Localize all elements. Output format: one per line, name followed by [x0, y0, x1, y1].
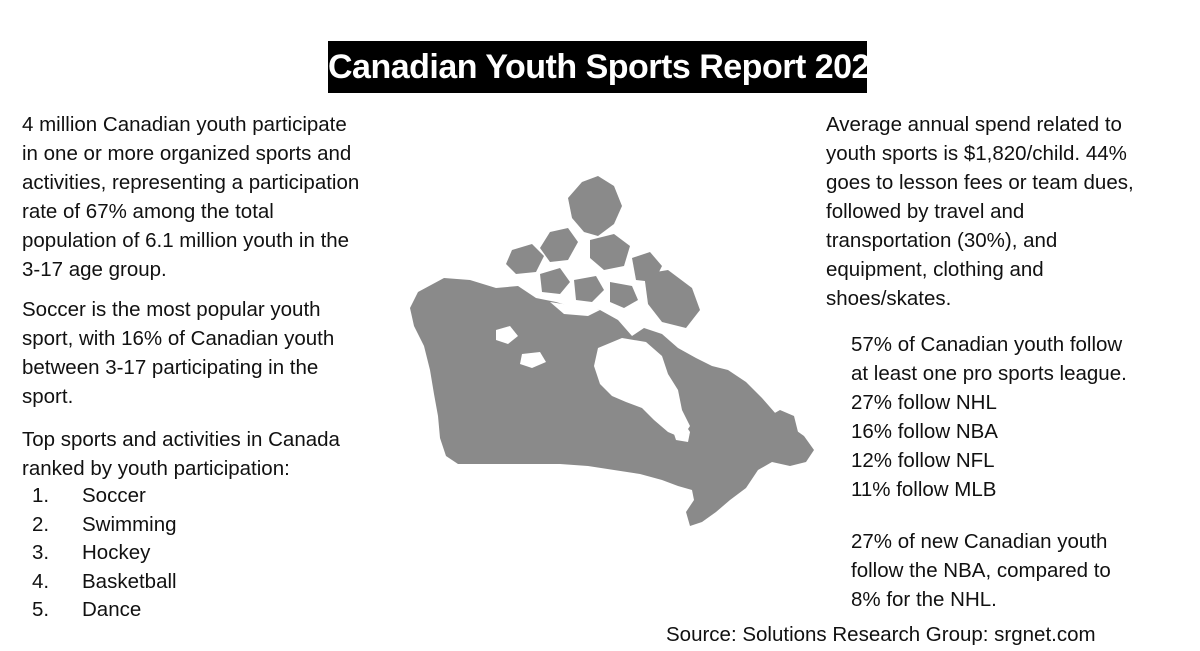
rank-number: 4. — [32, 569, 50, 593]
lake — [520, 352, 546, 368]
new-youth-paragraph: 27% of new Canadian youth follow the NBA… — [851, 527, 1111, 614]
text-line: shoes/skates. — [826, 287, 952, 310]
text-line: Top sports and activities in Canada — [22, 428, 340, 451]
text-line: rate of 67% among the total — [22, 200, 274, 223]
rank-number: 3. — [32, 541, 50, 564]
newfoundland — [766, 410, 798, 444]
soccer-paragraph: Soccer is the most popular youth sport, … — [22, 295, 334, 411]
arctic-island — [644, 270, 700, 328]
hudson-bay — [594, 338, 690, 438]
james-bay — [670, 420, 690, 442]
rank-number: 1. — [32, 484, 50, 507]
arctic-island — [574, 276, 604, 302]
sport-name: Basketball — [82, 569, 177, 593]
arctic-island — [540, 228, 578, 262]
text-line: transportation (30%), and — [826, 229, 1058, 252]
text-line: at least one pro sports league. — [851, 362, 1127, 385]
list-item: 4. Basketball — [22, 568, 177, 597]
text-line: follow the NBA, compared to — [851, 559, 1111, 582]
arctic-island — [610, 282, 638, 308]
text-line: 27% of new Canadian youth — [851, 530, 1108, 553]
arctic-island — [506, 244, 544, 274]
text-line: population of 6.1 million youth in the — [22, 229, 350, 252]
list-item: 3. Hockey — [22, 539, 177, 568]
text-line: in one or more organized sports and — [22, 142, 352, 165]
rank-number: 5. — [32, 598, 50, 621]
source-credit: Source: Solutions Research Group: srgnet… — [666, 623, 1096, 646]
arctic-island — [568, 176, 622, 236]
report-title: Canadian Youth Sports Report 2023 — [328, 41, 889, 93]
text-line: sport. — [22, 385, 74, 408]
arctic-island — [540, 268, 570, 294]
text-line: youth sports is $1,820/child. 44% — [826, 142, 1127, 165]
participation-paragraph: 4 million Canadian youth participate in … — [22, 110, 359, 284]
text-line: followed by travel and — [826, 200, 1025, 223]
list-item: 2. Swimming — [22, 511, 177, 540]
text-line: between 3-17 participating in the — [22, 356, 319, 379]
mainland — [410, 278, 814, 526]
text-line: 57% of Canadian youth follow — [851, 333, 1123, 356]
text-line: 12% follow NFL — [851, 449, 995, 472]
text-line: 16% follow NBA — [851, 420, 998, 443]
canada-map-icon — [410, 176, 814, 526]
text-line: Average annual spend related to — [826, 113, 1122, 136]
ranking-intro: Top sports and activities in Canada rank… — [22, 425, 340, 483]
text-line: Soccer is the most popular youth — [22, 298, 321, 321]
ranking-list: 1. Soccer 2. Swimming 3. Hockey 4. Basketbal… — [22, 482, 177, 625]
text-line: equipment, clothing and — [826, 258, 1044, 281]
text-line: ranked by youth participation: — [22, 457, 290, 480]
text-line: activities, representing a participation — [22, 171, 360, 194]
text-line: 11% follow MLB — [851, 478, 997, 501]
league-paragraph: 57% of Canadian youth follow at least on… — [851, 330, 1127, 504]
sport-name: Dance — [82, 598, 142, 621]
text-line: 8% for the NHL. — [851, 588, 997, 611]
rank-number: 2. — [32, 512, 50, 536]
list-item: 5. Dance — [22, 596, 177, 625]
text-line: 4 million Canadian youth participate — [22, 113, 347, 136]
arctic-island — [590, 234, 630, 270]
sport-name: Swimming — [82, 512, 177, 536]
channel — [550, 302, 600, 316]
sport-name: Hockey — [82, 541, 151, 564]
text-line: goes to lesson fees or team dues, — [826, 171, 1134, 194]
list-item: 1. Soccer — [22, 482, 177, 511]
lake — [496, 326, 518, 344]
text-line: 27% follow NHL — [851, 391, 997, 414]
text-line: sport, with 16% of Canadian youth — [22, 327, 335, 350]
spend-paragraph: Average annual spend related to youth sp… — [826, 110, 1134, 313]
sport-name: Soccer — [82, 484, 146, 507]
text-line: 3-17 age group. — [22, 258, 167, 281]
